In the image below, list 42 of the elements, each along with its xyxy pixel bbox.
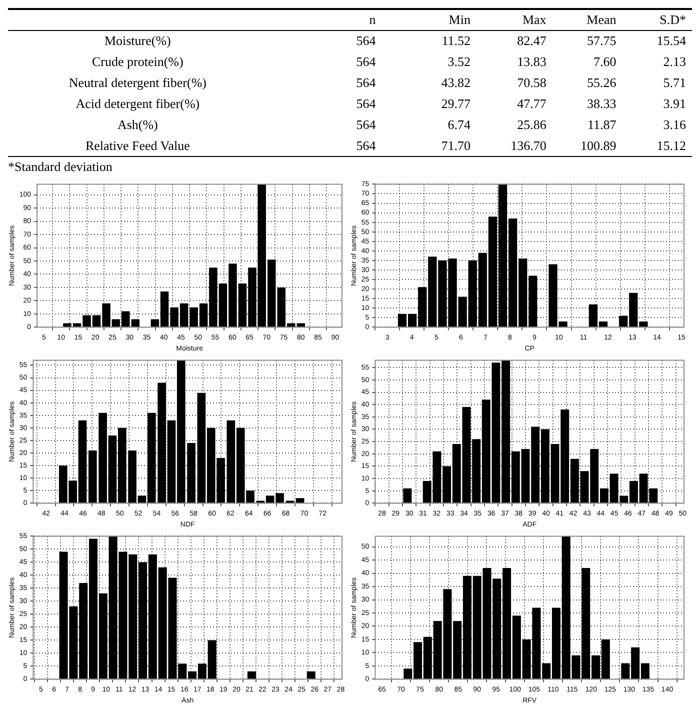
category-label: Acid detergent fiber(%)	[76, 96, 200, 111]
text: 15.54	[656, 33, 686, 48]
text: 5.71	[663, 75, 686, 90]
text: 13.83	[517, 54, 546, 69]
text: 3.91	[663, 96, 686, 111]
text: 15.12	[656, 138, 686, 153]
text: 564	[356, 33, 376, 48]
text: 11.52	[442, 33, 470, 48]
category-label: Min	[448, 11, 472, 29]
text: *Standard deviation	[8, 159, 114, 175]
category-label: Crude protein(%)	[92, 54, 184, 69]
text: 3.52	[448, 54, 470, 69]
category-label: n	[368, 11, 377, 29]
text: 564	[356, 138, 376, 153]
text: 55.26	[587, 75, 616, 90]
text: 136.70	[510, 138, 546, 153]
text: 47.77	[517, 96, 546, 111]
text: 25.86	[517, 117, 546, 132]
text: 564	[356, 54, 376, 69]
text: 29.77	[441, 96, 470, 111]
text: 11.87	[587, 117, 616, 132]
text: 2.13	[663, 54, 686, 69]
text: 7.60	[594, 54, 616, 69]
text: 70.58	[517, 75, 546, 90]
text: 6.74	[448, 117, 470, 132]
text: 564	[356, 117, 376, 132]
category-label: Ash(%)	[117, 117, 158, 132]
text: 564	[356, 96, 376, 111]
category-label: Relative Feed Value	[85, 138, 190, 153]
category-label: Max	[521, 11, 548, 29]
text: 3.16	[663, 117, 686, 132]
text: 38.33	[587, 96, 616, 111]
text: 564	[356, 75, 376, 90]
text: 82.47	[517, 33, 546, 48]
text: 100.89	[580, 138, 616, 153]
text: 71.70	[441, 138, 470, 153]
category-label: Moisture(%)	[104, 33, 171, 48]
category-label: Mean	[586, 11, 618, 29]
category-label: Neutral detergent fiber(%)	[68, 75, 206, 90]
text: 43.82	[441, 75, 470, 90]
text: 57.75	[587, 33, 616, 48]
category-label: S.D*	[658, 11, 687, 29]
